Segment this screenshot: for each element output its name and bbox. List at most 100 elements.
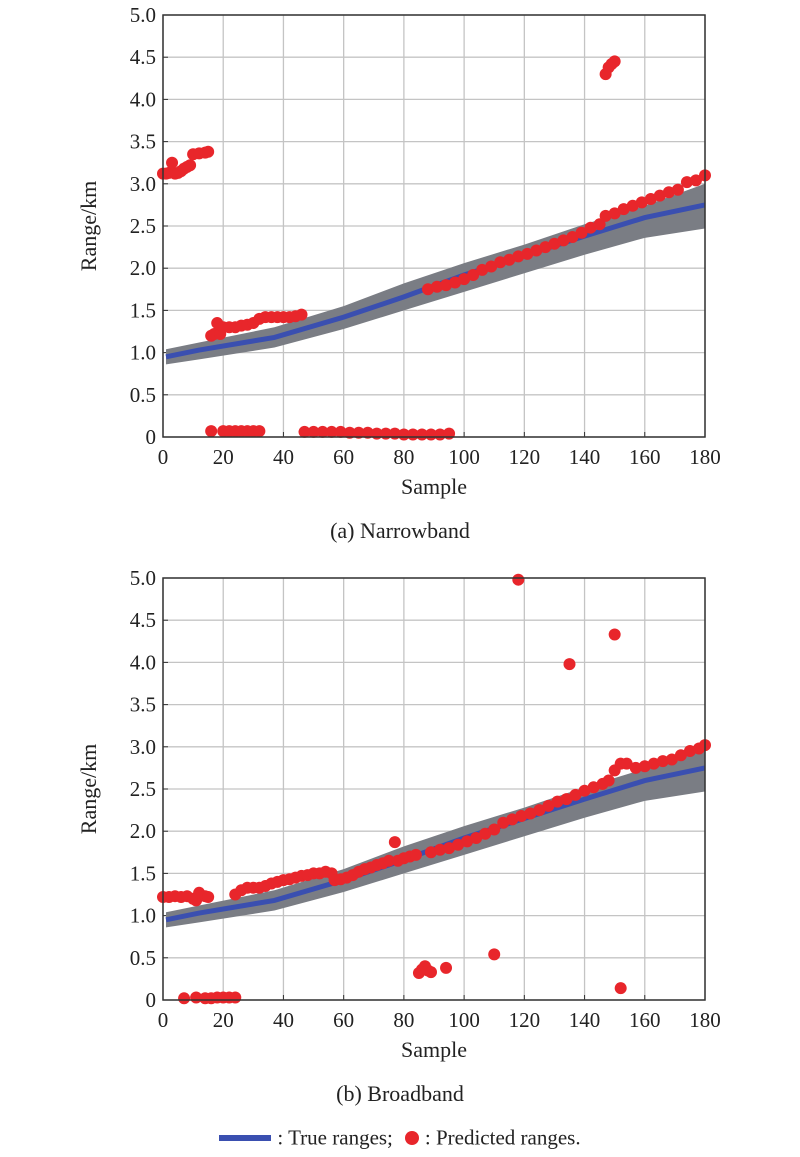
predicted-point bbox=[680, 176, 693, 189]
legend-predicted-label: : Predicted ranges. bbox=[424, 1125, 581, 1150]
predicted-point bbox=[494, 256, 507, 269]
y-tick-label: 3.5 bbox=[130, 693, 156, 717]
predicted-point bbox=[467, 268, 480, 281]
predicted-point bbox=[602, 774, 615, 787]
predicted-point bbox=[512, 573, 525, 586]
predicted-point bbox=[542, 799, 555, 812]
predicted-point bbox=[178, 992, 191, 1005]
y-tick-label: 4.0 bbox=[130, 650, 156, 674]
predicted-point bbox=[635, 196, 648, 209]
x-tick-label: 140 bbox=[569, 445, 601, 469]
predicted-point bbox=[352, 426, 365, 439]
predicted-point bbox=[578, 784, 591, 797]
predicted-point bbox=[325, 425, 338, 438]
predicted-point bbox=[202, 145, 215, 158]
predicted-point bbox=[662, 186, 675, 199]
caption-b: (b) Broadband bbox=[336, 1081, 464, 1106]
predicted-point bbox=[608, 55, 621, 68]
x-tick-label: 180 bbox=[689, 1008, 721, 1032]
y-tick-label: 4.5 bbox=[130, 608, 156, 632]
predicted-point bbox=[671, 183, 684, 196]
predicted-point bbox=[557, 234, 570, 247]
x-tick-label: 100 bbox=[448, 445, 480, 469]
predicted-point bbox=[440, 961, 453, 974]
predicted-point bbox=[449, 276, 462, 289]
legend: : True ranges;: Predicted ranges. bbox=[0, 1124, 800, 1151]
y-tick-label: 3.5 bbox=[130, 130, 156, 154]
predicted-point bbox=[434, 843, 447, 856]
predicted-point bbox=[424, 966, 437, 979]
y-tick-label: 1.0 bbox=[130, 341, 156, 365]
predicted-point bbox=[560, 793, 573, 806]
predicted-point bbox=[184, 159, 197, 172]
y-tick-label: 1.5 bbox=[130, 298, 156, 322]
y-tick-label: 0 bbox=[146, 988, 157, 1012]
x-tick-label: 100 bbox=[448, 1008, 480, 1032]
y-axis-label: Range/km bbox=[76, 744, 101, 834]
predicted-point bbox=[563, 658, 576, 671]
predicted-point bbox=[440, 279, 453, 292]
predicted-point bbox=[443, 427, 456, 440]
y-tick-label: 0.5 bbox=[130, 946, 156, 970]
predicted-point bbox=[617, 203, 630, 216]
predicted-point bbox=[485, 260, 498, 273]
y-axis-label: Range/km bbox=[76, 181, 101, 271]
x-tick-label: 60 bbox=[333, 1008, 354, 1032]
x-tick-label: 140 bbox=[569, 1008, 601, 1032]
predicted-point bbox=[638, 760, 651, 773]
predicted-point bbox=[166, 156, 179, 169]
predicted-point bbox=[608, 628, 621, 641]
x-tick-label: 160 bbox=[629, 1008, 661, 1032]
x-tick-label: 20 bbox=[213, 1008, 234, 1032]
predicted-point bbox=[599, 209, 612, 222]
predicted-point bbox=[431, 280, 444, 293]
y-tick-label: 5.0 bbox=[130, 3, 156, 27]
predicted-point bbox=[361, 426, 374, 439]
y-tick-label: 4.5 bbox=[130, 45, 156, 69]
predicted-point bbox=[253, 425, 266, 438]
predicted-point bbox=[506, 813, 519, 826]
predicted-point bbox=[656, 755, 669, 768]
predicted-point bbox=[458, 273, 471, 286]
predicted-point bbox=[653, 189, 666, 202]
predicted-point bbox=[479, 827, 492, 840]
x-tick-label: 0 bbox=[158, 1008, 169, 1032]
predicted-point bbox=[205, 425, 218, 438]
y-tick-label: 3.0 bbox=[130, 172, 156, 196]
uncertainty-band bbox=[166, 746, 705, 928]
predicted-point bbox=[461, 835, 474, 848]
predicted-point bbox=[608, 207, 621, 220]
predicted-point bbox=[620, 757, 633, 770]
predicted-point bbox=[452, 838, 465, 851]
predicted-point bbox=[298, 425, 311, 438]
predicted-point bbox=[587, 781, 600, 794]
predicted-point bbox=[629, 761, 642, 774]
legend-true-line-icon bbox=[219, 1135, 272, 1142]
predicted-point bbox=[683, 745, 696, 758]
x-tick-label: 60 bbox=[333, 445, 354, 469]
y-tick-label: 0 bbox=[146, 425, 157, 449]
y-tick-label: 2.5 bbox=[130, 777, 156, 801]
x-tick-label: 180 bbox=[689, 445, 721, 469]
predicted-point bbox=[614, 982, 627, 995]
predicted-point bbox=[470, 831, 483, 844]
predicted-point bbox=[575, 226, 588, 239]
plot-1: 0 20 40 60 80 100 120 140 160 180 0 0.5 1.0 1.5 2.0 2.5… bbox=[76, 566, 721, 1062]
predicted-point bbox=[488, 948, 501, 961]
predicted-point bbox=[521, 247, 534, 260]
y-tick-label: 0.5 bbox=[130, 383, 156, 407]
predicted-point bbox=[626, 199, 639, 212]
predicted-point bbox=[316, 425, 329, 438]
predicted-point bbox=[443, 842, 456, 855]
predicted-point bbox=[551, 795, 564, 808]
predicted-point bbox=[524, 807, 537, 820]
predicted-point bbox=[647, 757, 660, 770]
x-tick-label: 120 bbox=[509, 1008, 541, 1032]
x-tick-label: 120 bbox=[509, 445, 541, 469]
y-tick-label: 5.0 bbox=[130, 566, 156, 590]
predicted-point bbox=[566, 230, 579, 243]
x-axis-label: Sample bbox=[401, 1037, 467, 1062]
predicted-point bbox=[497, 816, 510, 829]
y-tick-label: 2.0 bbox=[130, 819, 156, 843]
legend-predicted-dot-icon bbox=[404, 1131, 419, 1146]
